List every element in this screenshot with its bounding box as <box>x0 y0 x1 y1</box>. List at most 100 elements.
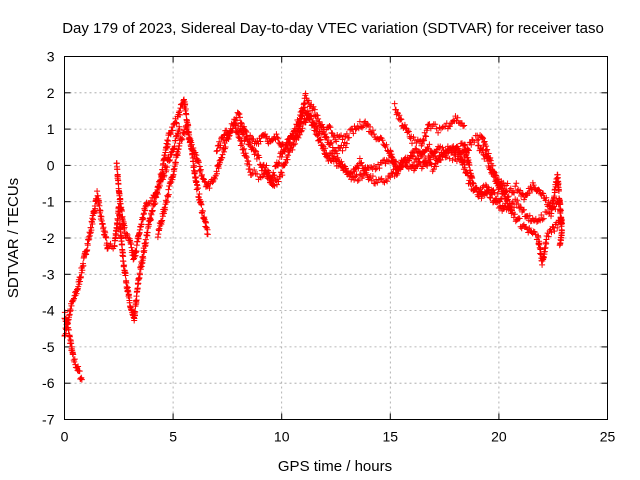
data-point <box>347 171 354 178</box>
data-point <box>262 134 269 141</box>
data-point <box>556 242 563 249</box>
data-point <box>168 151 175 158</box>
data-point <box>156 225 163 232</box>
data-point <box>507 185 514 192</box>
data-point <box>260 161 267 168</box>
data-point <box>491 169 498 176</box>
data-point <box>520 206 527 213</box>
data-point <box>391 100 398 107</box>
data-point <box>163 198 170 205</box>
y-tick-label: -3 <box>42 266 55 282</box>
data-point <box>558 220 565 227</box>
data-point <box>204 231 211 238</box>
data-point <box>166 157 173 164</box>
data-point <box>269 175 276 182</box>
x-tick-label: 15 <box>383 429 399 445</box>
data-point <box>418 153 425 160</box>
data-point <box>331 153 338 160</box>
data-point <box>516 215 523 222</box>
data-point <box>442 152 449 159</box>
data-point <box>378 175 385 182</box>
data-point <box>281 148 288 155</box>
x-tick-label: 5 <box>169 429 177 445</box>
data-point <box>448 120 455 127</box>
data-point <box>387 174 394 181</box>
data-point <box>530 228 537 235</box>
data-point <box>248 171 255 178</box>
data-point <box>256 173 263 180</box>
data-point <box>236 110 243 117</box>
data-point <box>322 145 329 152</box>
data-point <box>327 124 334 131</box>
data-point <box>470 180 477 187</box>
data-point <box>200 175 207 182</box>
data-point <box>211 175 218 182</box>
data-point <box>202 179 209 186</box>
data-point <box>173 120 180 127</box>
data-point <box>461 122 468 129</box>
data-point <box>545 233 552 240</box>
data-point <box>411 149 418 156</box>
data-point <box>419 152 426 158</box>
data-point <box>155 184 162 191</box>
data-point <box>103 234 110 241</box>
data-point <box>77 375 84 382</box>
data-point <box>515 200 522 207</box>
data-point <box>292 125 299 132</box>
data-point <box>310 103 317 110</box>
data-point <box>131 315 138 322</box>
data-point <box>78 376 85 383</box>
data-point <box>88 227 95 234</box>
data-point <box>111 243 118 250</box>
data-point <box>461 164 468 171</box>
data-point <box>195 157 202 164</box>
data-point <box>371 131 378 138</box>
data-point <box>468 141 475 148</box>
data-points <box>61 90 565 383</box>
data-point <box>244 136 251 143</box>
data-point <box>535 234 542 241</box>
data-point <box>460 123 467 130</box>
data-point <box>369 165 376 172</box>
data-point <box>241 145 248 152</box>
data-point <box>236 134 243 141</box>
data-point <box>424 162 431 169</box>
data-point <box>343 140 350 147</box>
data-point <box>422 154 429 161</box>
data-point <box>296 119 303 126</box>
data-point <box>398 116 405 123</box>
data-point <box>469 179 476 186</box>
data-point <box>463 149 470 156</box>
data-point <box>176 126 183 133</box>
y-tick-label: 1 <box>47 121 55 137</box>
data-point <box>526 212 533 219</box>
data-point <box>241 123 248 130</box>
data-point <box>243 154 250 161</box>
data-point <box>246 165 253 172</box>
data-point <box>226 129 233 136</box>
data-point <box>392 106 399 113</box>
data-point <box>538 211 545 218</box>
data-point <box>393 172 400 179</box>
data-point <box>437 157 444 164</box>
data-point <box>222 144 229 151</box>
data-point <box>123 230 130 237</box>
data-point <box>240 130 247 137</box>
data-point <box>510 189 517 196</box>
data-point <box>253 148 260 155</box>
data-point <box>196 163 203 170</box>
data-point <box>118 206 125 213</box>
data-point <box>118 235 125 242</box>
data-point <box>446 155 453 162</box>
data-point <box>138 221 145 228</box>
data-point <box>504 194 511 201</box>
data-point <box>230 119 237 126</box>
data-point <box>439 144 446 151</box>
data-point <box>262 164 269 171</box>
data-point <box>369 173 376 180</box>
data-point <box>432 121 439 128</box>
data-point <box>140 255 147 262</box>
data-point <box>190 144 197 151</box>
data-point <box>197 166 204 173</box>
data-point <box>245 158 252 165</box>
